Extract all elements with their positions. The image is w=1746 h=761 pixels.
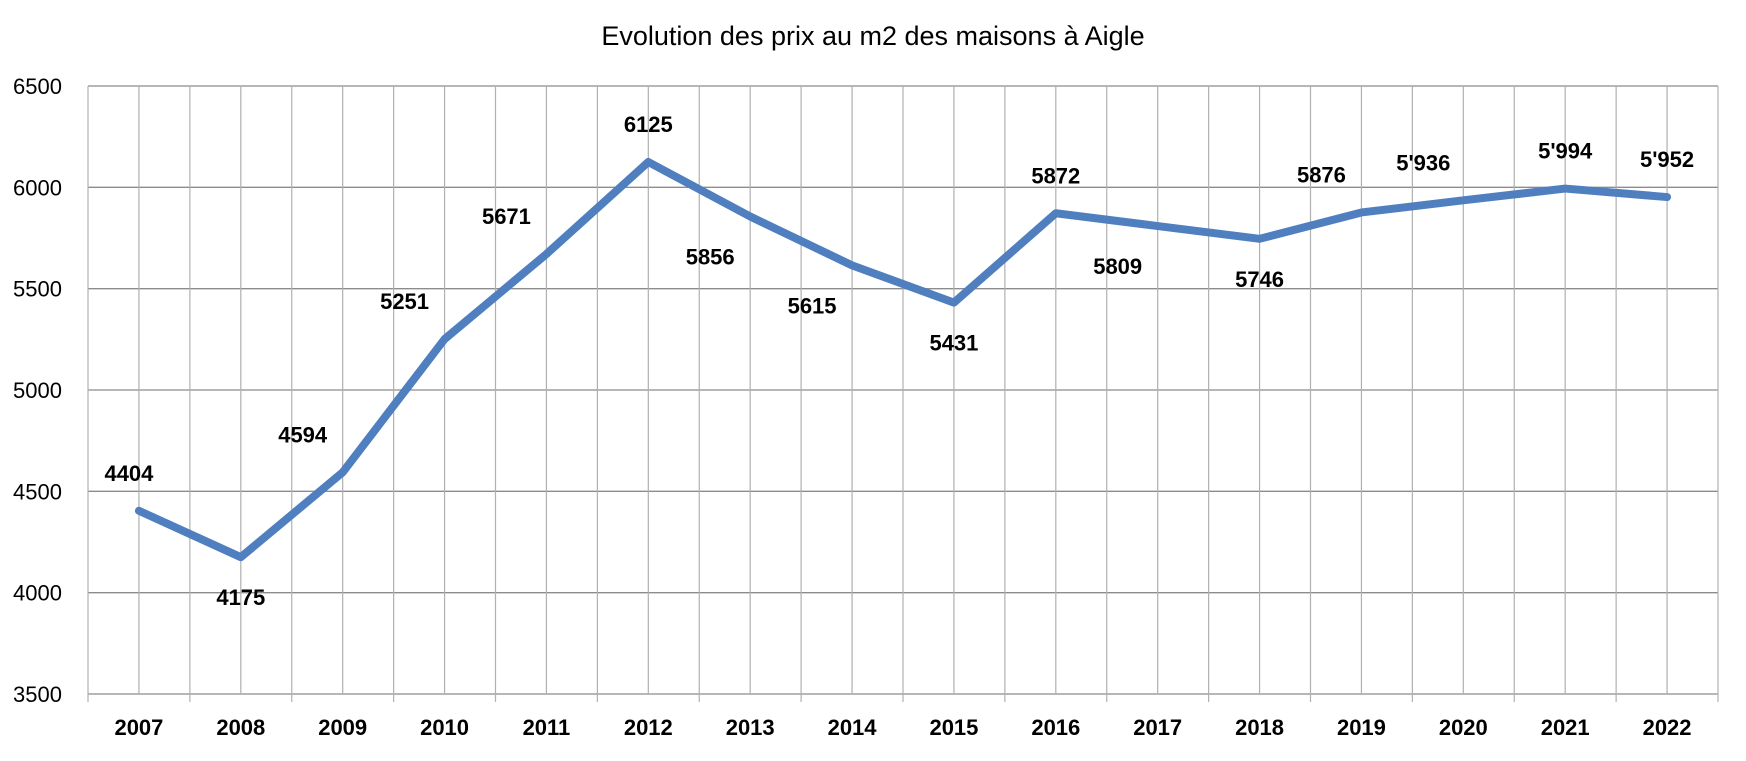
x-tick-label: 2012 — [624, 715, 673, 740]
x-tick-label: 2008 — [216, 715, 265, 740]
y-tick-label: 6500 — [13, 74, 62, 99]
x-tick-label: 2007 — [114, 715, 163, 740]
data-label: 5251 — [380, 289, 429, 314]
y-axis-ticks: 3500 4000 4500 5000 5500 6000 6500 — [13, 74, 62, 707]
x-tick-label: 2014 — [828, 715, 878, 740]
data-label: 6125 — [624, 112, 673, 137]
x-axis-ticks: 2007 2008 2009 2010 2011 2012 2013 2014 2015 2016… — [114, 715, 1691, 740]
y-tick-label: 5000 — [13, 378, 62, 403]
data-label: 5431 — [929, 331, 978, 356]
x-tick-label: 2009 — [318, 715, 367, 740]
x-tick-label: 2020 — [1439, 715, 1488, 740]
data-label: 5856 — [686, 245, 735, 270]
data-label: 4594 — [278, 422, 328, 447]
series-line — [134, 158, 1672, 562]
x-tick-label: 2010 — [420, 715, 469, 740]
data-label: 5'936 — [1396, 150, 1450, 175]
grid — [87, 85, 1719, 702]
data-label: 4175 — [216, 585, 265, 610]
y-tick-label: 4000 — [13, 581, 62, 606]
x-tick-label: 2013 — [726, 715, 775, 740]
x-tick-label: 2022 — [1643, 715, 1692, 740]
y-tick-label: 6000 — [13, 175, 62, 200]
data-label: 5872 — [1031, 163, 1080, 188]
x-tick-label: 2011 — [523, 715, 571, 740]
data-label: 5'994 — [1538, 139, 1593, 164]
x-tick-label: 2015 — [929, 715, 978, 740]
x-tick-label: 2018 — [1235, 715, 1284, 740]
x-tick-label: 2019 — [1337, 715, 1386, 740]
x-tick-label: 2021 — [1541, 715, 1590, 740]
data-label: 4404 — [104, 461, 154, 486]
series-layer — [134, 158, 1672, 562]
data-label: 5615 — [788, 293, 837, 318]
data-label: 5'952 — [1640, 147, 1694, 172]
data-label: 5809 — [1093, 254, 1142, 279]
chart-title: Evolution des prix au m2 des maisons à A… — [601, 21, 1144, 51]
data-labels: 4404 4175 4594 5251 5671 6125 5856 5615 5431 5872… — [104, 112, 1694, 610]
y-tick-label: 4500 — [13, 479, 62, 504]
data-label: 5746 — [1235, 267, 1284, 292]
y-tick-label: 3500 — [13, 682, 62, 707]
data-label: 5671 — [482, 204, 531, 229]
y-tick-label: 5500 — [13, 277, 62, 302]
x-tick-label: 2017 — [1133, 715, 1182, 740]
data-label: 5876 — [1297, 162, 1346, 187]
x-tick-label: 2016 — [1031, 715, 1080, 740]
